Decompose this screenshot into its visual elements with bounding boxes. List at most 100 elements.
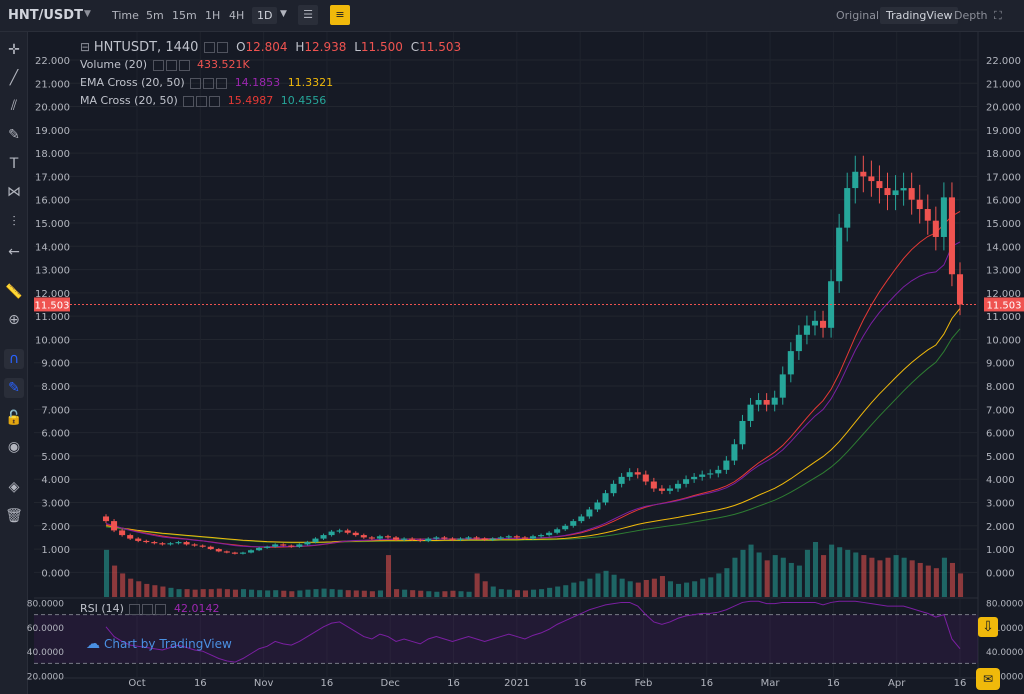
candle-body <box>747 404 754 421</box>
fib-icon[interactable]: ⫽ <box>10 98 18 114</box>
rsi-settings-icon[interactable] <box>142 603 154 615</box>
volume-bar <box>885 557 891 597</box>
scroll-to-latest-icon[interactable]: ⇩ <box>978 617 998 637</box>
crosshair-icon[interactable]: ✛ <box>8 42 20 58</box>
volume-bar <box>571 582 577 597</box>
view-tradingview[interactable]: TradingView <box>880 7 959 24</box>
eye-icon[interactable]: ◉ <box>7 439 21 455</box>
fullscreen-icon[interactable]: ⛶ <box>994 9 1002 22</box>
volume-bar <box>756 552 762 597</box>
interval-dropdown-icon[interactable]: ▼ <box>280 9 287 19</box>
left-tick-label: 21.000 <box>35 79 70 90</box>
legend-settings-icon[interactable] <box>217 42 229 53</box>
volume-bar <box>949 562 955 597</box>
ma-fast-line <box>105 210 961 548</box>
rsi-close-icon[interactable] <box>155 603 167 615</box>
candle-body <box>304 542 311 545</box>
layers-icon[interactable]: ◈ <box>8 479 20 495</box>
price-axis <box>978 32 1024 686</box>
volume-bar <box>160 586 166 597</box>
volume-bar <box>893 555 899 597</box>
left-tick-label: 4.000 <box>41 475 70 486</box>
symbol-pair[interactable]: HNT/USDT <box>8 8 83 23</box>
interval-time[interactable]: Time <box>112 9 139 22</box>
volume-bar <box>297 590 303 597</box>
prediction-icon[interactable]: ⫶ <box>12 214 16 230</box>
symbol-dropdown-icon[interactable]: ▼ <box>84 9 91 19</box>
candle-body <box>320 535 327 539</box>
volume-bar <box>837 547 843 597</box>
ema-close-icon[interactable] <box>216 77 228 89</box>
right-tick-label: 22.000 <box>986 56 1021 67</box>
text-tool-icon[interactable]: T <box>9 156 19 172</box>
candle-body <box>231 552 238 554</box>
indicators-icon[interactable]: ≡ <box>330 5 350 25</box>
indicators-settings-icon[interactable]: ☰ <box>298 5 318 25</box>
trash-icon[interactable]: 🗑 <box>5 508 23 524</box>
brush-icon[interactable]: ✎ <box>8 127 20 143</box>
cloud-icon: ☁ <box>86 636 100 652</box>
interval-4h[interactable]: 4H <box>229 9 245 22</box>
left-tick-label: 20.000 <box>35 103 70 114</box>
right-tick-label: 14.000 <box>986 242 1021 253</box>
volume-bar <box>281 590 287 597</box>
legend-eye-icon[interactable] <box>204 42 216 53</box>
right-tick-label: 2.000 <box>986 522 1015 533</box>
volume-bar <box>958 573 964 597</box>
volume-bar <box>152 585 158 597</box>
ema-slow-line <box>105 308 961 543</box>
ema-eye-icon[interactable] <box>190 77 202 89</box>
rsi-name: RSI (14) <box>80 602 124 615</box>
candle-body <box>119 530 126 536</box>
volume-eye-icon[interactable] <box>152 59 164 71</box>
low-value: 11.500 <box>360 40 403 54</box>
candle-body <box>352 532 359 536</box>
legend-collapse-icon[interactable]: ⊟ <box>80 40 91 54</box>
right-tick-label: 7.000 <box>986 405 1015 416</box>
volume-bar <box>466 591 472 597</box>
rsi-eye-icon[interactable] <box>129 603 141 615</box>
magnet-icon[interactable]: ∩ <box>4 349 24 369</box>
volume-bar <box>289 591 295 597</box>
candle-body <box>570 521 577 526</box>
unlock-icon[interactable]: 🔓 <box>5 410 23 426</box>
volume-settings-icon[interactable] <box>165 59 177 71</box>
candle-body <box>384 536 392 538</box>
volume-close-icon[interactable] <box>178 59 190 71</box>
volume-bar <box>337 589 343 597</box>
back-arrow-icon[interactable]: ← <box>8 244 20 260</box>
ma-close-icon[interactable] <box>209 95 221 107</box>
candle-body <box>513 536 520 538</box>
trend-line-icon[interactable]: ╱ <box>9 70 19 86</box>
ma-settings-icon[interactable] <box>196 95 208 107</box>
view-depth[interactable]: Depth <box>954 9 988 22</box>
tradingview-watermark[interactable]: ☁ Chart by TradingView <box>86 636 232 652</box>
candle-body <box>223 551 230 553</box>
volume-bar <box>740 549 746 597</box>
view-original[interactable]: Original <box>836 9 880 22</box>
interval-1h[interactable]: 1H <box>205 9 221 22</box>
candle-body <box>127 535 134 539</box>
interval-5m[interactable]: 5m <box>146 9 164 22</box>
pattern-icon[interactable]: ⋈ <box>7 184 21 200</box>
candle-body <box>908 188 915 200</box>
ruler-icon[interactable]: 📏 <box>5 284 23 300</box>
candle-body <box>529 536 537 539</box>
lock-drawing-icon[interactable]: ✎ <box>4 378 24 398</box>
left-tick-label: 15.000 <box>35 219 70 230</box>
interval-1d[interactable]: 1D <box>252 7 278 24</box>
chat-icon[interactable]: ✉ <box>976 668 1000 690</box>
time-tick-label: 16 <box>574 678 587 689</box>
ma-eye-icon[interactable] <box>183 95 195 107</box>
zoom-in-icon[interactable]: ⊕ <box>8 312 20 328</box>
ema-settings-icon[interactable] <box>203 77 215 89</box>
candle-body <box>280 544 287 546</box>
ema-name: EMA Cross (20, 50) <box>80 76 185 89</box>
candle-body <box>707 473 714 475</box>
interval-15m[interactable]: 15m <box>172 9 197 22</box>
rsi-value: 42.0142 <box>173 602 220 615</box>
volume-bar <box>933 568 939 597</box>
candle-body <box>102 516 110 522</box>
candle-body <box>626 472 633 477</box>
close-label: C <box>410 40 420 54</box>
